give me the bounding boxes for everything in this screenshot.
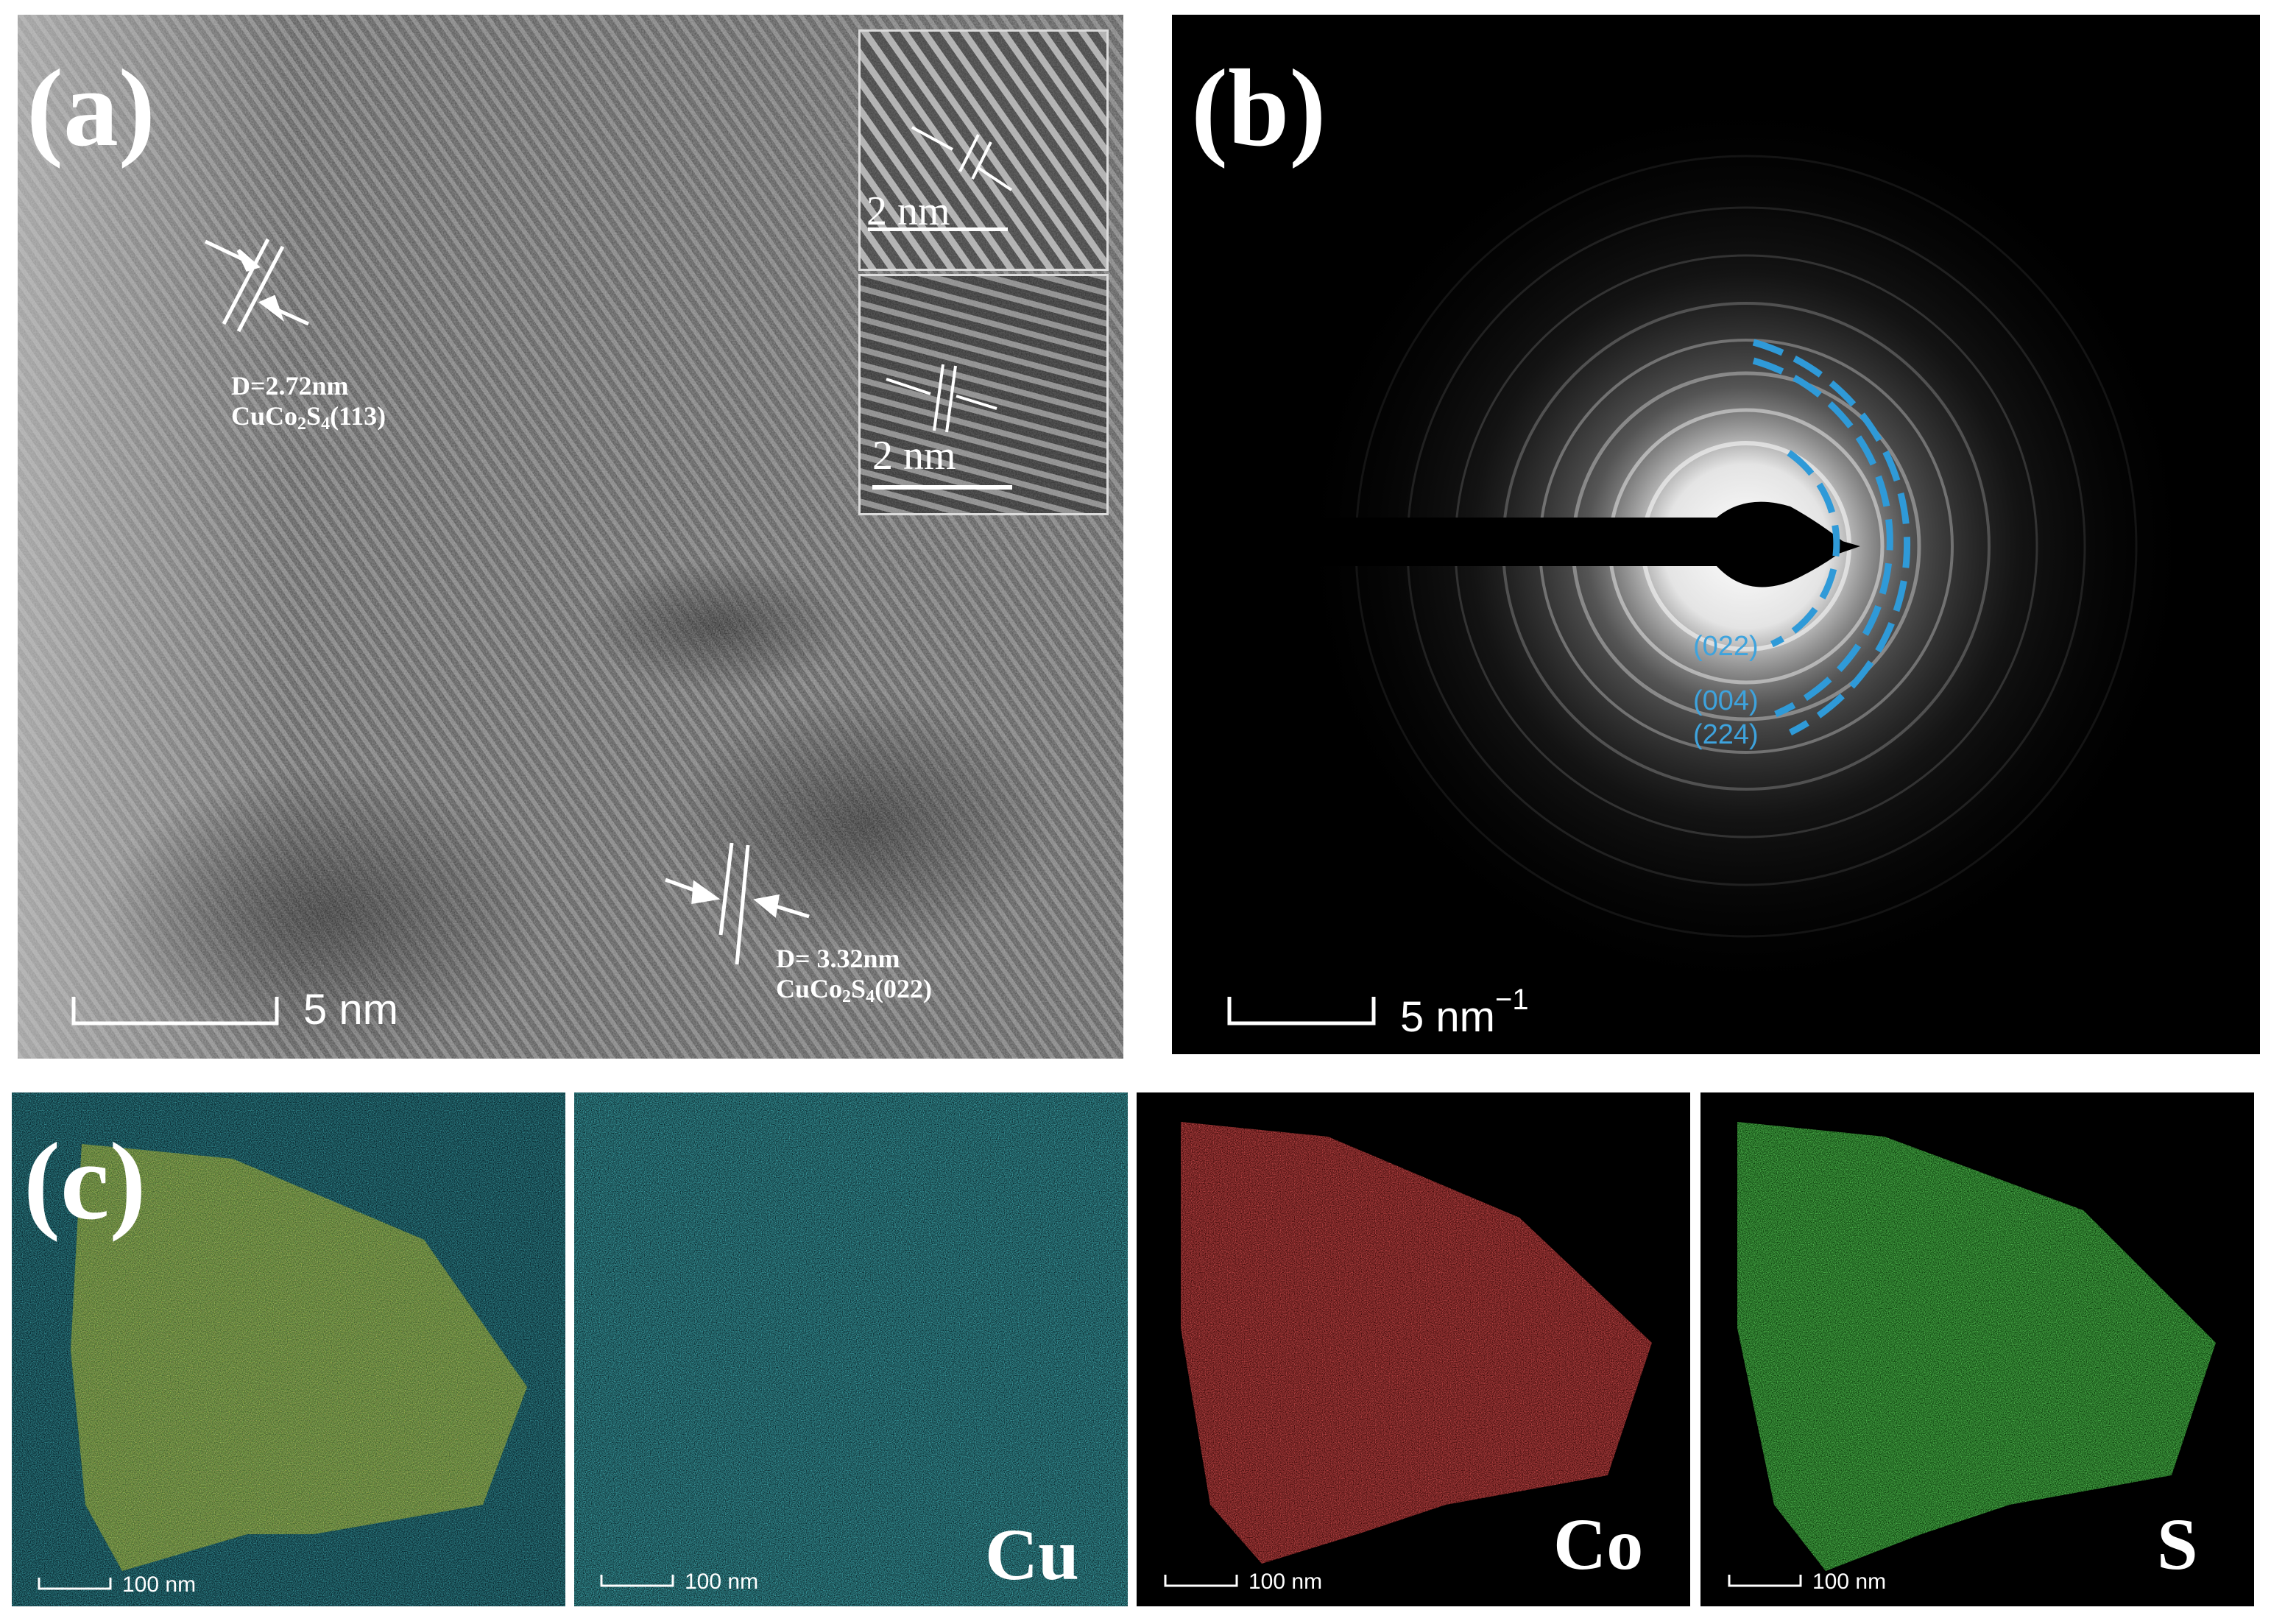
map-1-scale-bar [38,1578,112,1590]
ring-label-004: (004) [1693,685,1759,716]
ring-label-224: (224) [1693,719,1759,750]
lattice-marker-113 [204,238,310,333]
inset-2: 2 nm [858,274,1109,515]
panel-c-eds-mixed: (c) 100 nm [12,1092,565,1606]
panel-b-label: (b) [1191,47,1327,169]
panel-b-saed: (b) (022) (004) (224) 5 nm−1 [1172,15,2260,1054]
lattice-spacing-113: D=2.72nm [231,371,349,400]
lattice-spacing-022: D= 3.32nm [776,944,900,973]
panel-c-eds-s: S 100 nm [1700,1092,2254,1606]
map-2-scale-bar [600,1575,674,1587]
lattice-phase-022: CuCo2S4(022) [776,974,933,1007]
map-3-scale-label: 100 nm [1248,1570,1323,1594]
panel-a-hrtem: (a) D=2.72nm CuCo2S4(113) D= 3.32nm CuCo… [18,15,1123,1059]
map-cu-element-label: Cu [985,1514,1079,1595]
map-3-scale-bar [1164,1575,1238,1587]
lattice-annotation-022: D= 3.32nm CuCo2S4(022) [776,944,932,1008]
beam-stop [1172,501,1860,587]
lattice-marker-022 [665,842,810,965]
inset-2-scale-label: 2 nm [872,433,956,479]
panel-c-eds-cu: Cu 100 nm [574,1092,1128,1606]
panel-c-eds-co: Co 100 nm [1137,1092,1690,1606]
panel-b-scale-bar [1227,997,1376,1025]
panel-a-scale-bar [71,997,279,1025]
inset-1: 2 nm [858,29,1109,271]
map-1-scale-label: 100 nm [122,1572,197,1597]
map-co-element-label: Co [1553,1503,1644,1585]
saed-pattern [1172,90,2203,1003]
indexed-ring-arcs [1752,339,1911,736]
lattice-annotation-113: D=2.72nm CuCo2S4(113) [231,371,386,435]
map-4-scale-bar [1728,1575,1802,1587]
panel-a-scale-label: 5 nm [303,986,398,1034]
lattice-phase-113: CuCo2S4(113) [231,401,386,434]
map-s-element-label: S [2157,1503,2198,1585]
map-4-scale-label: 100 nm [1812,1570,1887,1594]
panel-a-label: (a) [27,47,155,169]
ring-label-022: (022) [1693,631,1759,662]
panel-c-label: (c) [24,1120,146,1243]
inset-1-scale-label: 2 nm [866,188,950,234]
panel-b-scale-label: 5 nm−1 [1400,984,1529,1041]
map-2-scale-label: 100 nm [685,1570,759,1594]
